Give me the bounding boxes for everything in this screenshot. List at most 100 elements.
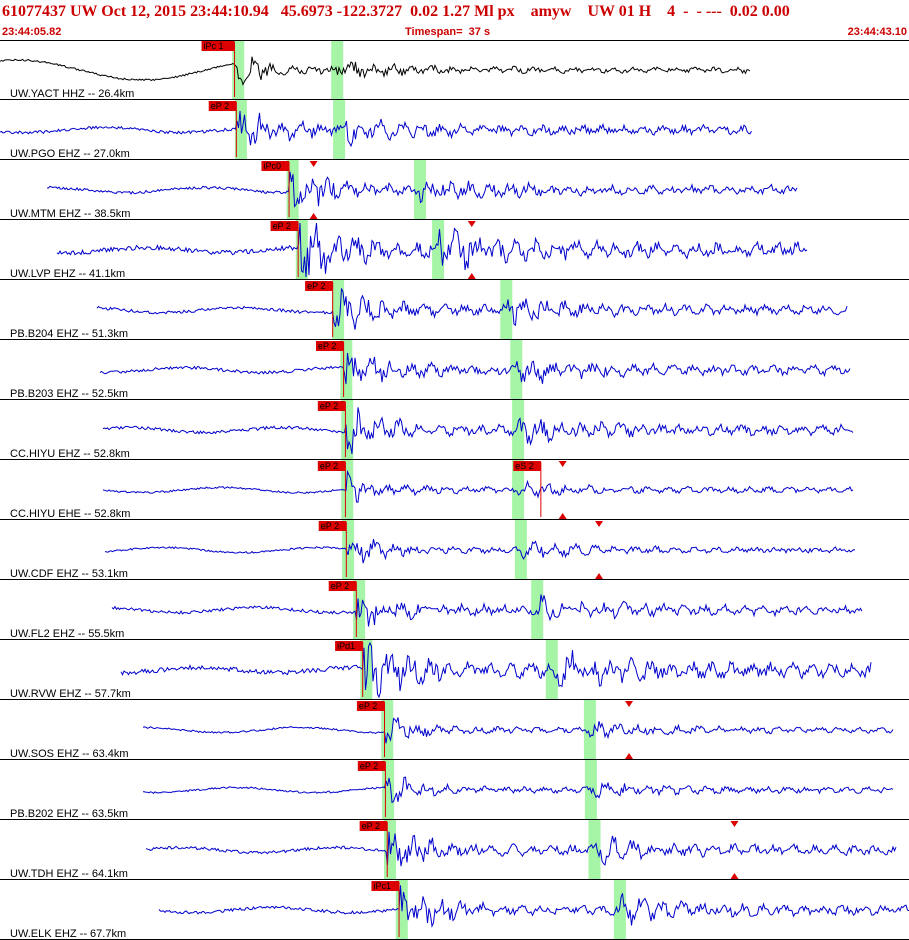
trace-row: iPc1 UW.ELK EHZ -- 67.7km [0, 880, 909, 940]
marker-up [595, 573, 604, 579]
pick-label: eP 2 [307, 281, 325, 291]
station-label: UW.LVP EHZ -- 41.1km [10, 268, 125, 280]
s-window [531, 580, 544, 640]
pick-label: eP 2 [359, 701, 377, 711]
s-window [331, 40, 344, 100]
station-label: UW.TDH EHZ -- 64.1km [10, 868, 128, 880]
s-window [583, 700, 596, 760]
pick-label: eP 2 [360, 761, 378, 771]
station-label: UW.ELK EHZ -- 67.7km [10, 928, 126, 940]
pick-box [317, 461, 346, 471]
marker-down [595, 521, 604, 527]
waveform [56, 222, 808, 278]
event-title: 61077437 UW Oct 12, 2015 23:44:10.94 45.… [2, 3, 790, 20]
pick-label: iPc0 [263, 161, 281, 171]
pick-label: eP 2 [320, 401, 338, 411]
s-window [414, 160, 426, 220]
marker-down [558, 461, 567, 467]
trace-row: iPc0 UW.MTM EHZ -- 38.5km [0, 160, 909, 220]
waveform [47, 171, 798, 208]
seismogram-plot: iPc 1 UW.YACT HHZ -- 26.4km eP 2 UW.PGO EHZ… [0, 40, 909, 940]
pick-box [201, 41, 235, 51]
station-label: PB.B204 EHZ -- 51.3km [10, 328, 128, 340]
pick-box [356, 701, 385, 711]
pick-box [513, 461, 541, 471]
marker-down [625, 701, 634, 707]
pick-label: eP 2 [211, 101, 229, 111]
waveform [102, 407, 854, 454]
marker-down [467, 221, 476, 227]
trace-row: eP 2 PB.B202 EHZ -- 63.5km [0, 760, 909, 820]
pick-label: iPc1 [373, 881, 391, 891]
start-time: 23:44:05.82 [2, 26, 62, 38]
waveform [104, 538, 856, 564]
trace-row: eP 2 UW.CDF EHZ -- 53.1km [0, 520, 909, 580]
pick-box [359, 821, 388, 831]
pick-label: eP 2 [362, 821, 380, 831]
marker-down [309, 161, 318, 167]
waveform [145, 831, 897, 867]
trace-row: eP 2 eS 2 CC.HIYU EHE -- 52.8km [0, 460, 909, 520]
station-label: CC.HIYU EHE -- 52.8km [10, 508, 130, 520]
marker-up [558, 513, 567, 519]
s-window [512, 460, 525, 520]
trace-row: eP 2 PB.B204 EHZ -- 51.3km [0, 280, 909, 340]
trace-row: eP 2 PB.B203 EHZ -- 52.5km [0, 340, 909, 400]
header: 61077437 UW Oct 12, 2015 23:44:10.94 45.… [0, 0, 909, 40]
station-label: PB.B202 EHZ -- 63.5km [10, 808, 128, 820]
station-label: CC.HIYU EHZ -- 52.8km [10, 448, 130, 460]
p-window [341, 460, 354, 520]
timespan: Timespan= 37 s [405, 26, 491, 38]
s-window [510, 340, 523, 400]
pick-label: eP 2 [318, 341, 336, 351]
station-label: PB.B203 EHZ -- 52.5km [10, 388, 128, 400]
pick-box [316, 341, 344, 351]
station-label: UW.FL2 EHZ -- 55.5km [10, 628, 124, 640]
pick-box [357, 761, 386, 771]
pick-box [335, 641, 363, 651]
p-window [342, 520, 355, 580]
trace-row: eP 2 UW.LVP EHZ -- 41.1km [0, 220, 909, 280]
pick-box [208, 101, 237, 111]
pick-box [318, 521, 347, 531]
end-time: 23:44:43.10 [847, 26, 907, 38]
pick-box [270, 221, 299, 231]
marker-down [730, 821, 739, 827]
pick-label: iPc 1 [204, 41, 224, 51]
station-label: UW.CDF EHZ -- 53.1km [10, 568, 128, 580]
waveform [96, 288, 848, 330]
trace-row: iPc 1 UW.YACT HHZ -- 26.4km [0, 40, 909, 100]
pick-box [328, 581, 357, 591]
s-window [432, 220, 445, 280]
station-label: UW.RVW EHZ -- 57.7km [10, 688, 131, 700]
station-label: UW.SOS EHZ -- 63.4km [10, 748, 129, 760]
waveform [99, 352, 851, 385]
pick-box [317, 401, 346, 411]
pick-box [305, 281, 333, 291]
marker-up [625, 753, 634, 759]
pick-box [261, 161, 290, 171]
trace-row: eP 2 UW.TDH EHZ -- 64.1km [0, 820, 909, 880]
s-window [514, 520, 527, 580]
station-label: UW.PGO EHZ -- 27.0km [10, 148, 130, 160]
pick-label: eP 2 [331, 581, 349, 591]
s-window [512, 400, 525, 460]
waveform [0, 110, 752, 148]
trace-row: eP 2 UW.PGO EHZ -- 27.0km [0, 100, 909, 160]
pick-label: iPd1 [337, 641, 355, 651]
station-label: UW.YACT HHZ -- 26.4km [10, 88, 134, 100]
marker-up [730, 873, 739, 879]
waveform [0, 56, 751, 86]
waveform [158, 885, 909, 928]
waveform [142, 776, 894, 804]
pick-label: eP 2 [273, 221, 291, 231]
station-label: UW.MTM EHZ -- 38.5km [10, 208, 130, 220]
pick-box [371, 881, 400, 891]
s-window [500, 280, 513, 340]
trace-row: eP 2 UW.SOS EHZ -- 63.4km [0, 700, 909, 760]
marker-up [309, 213, 318, 219]
waveform [111, 594, 863, 627]
p-window [332, 280, 345, 340]
trace-row: eP 2 UW.FL2 EHZ -- 55.5km [0, 580, 909, 640]
pick-label: eP 2 [321, 521, 339, 531]
